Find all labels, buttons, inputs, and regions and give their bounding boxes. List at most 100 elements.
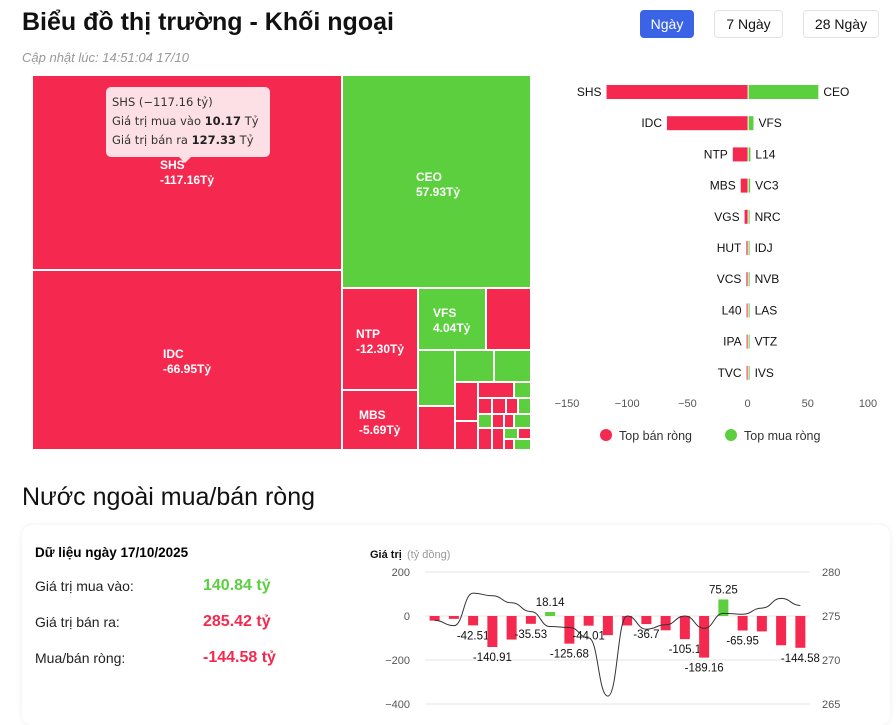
- treemap-cell[interactable]: [478, 382, 514, 398]
- sell-bar: [746, 303, 748, 318]
- legend-buy-label: Top mua ròng: [744, 429, 820, 443]
- buy-bar: [748, 147, 751, 162]
- treemap-cell[interactable]: [478, 398, 492, 414]
- net-bar: [564, 616, 575, 644]
- x-tick-label: −150: [555, 398, 580, 410]
- treemap-cell[interactable]: [494, 350, 531, 382]
- treemap-cell-ceo[interactable]: CEO 57.93Tỷ: [342, 75, 531, 288]
- tooltip-unit: Tỷ: [244, 114, 259, 128]
- cell-value: -12.30Tỷ: [356, 342, 405, 356]
- treemap-cell-vfs[interactable]: VFS 4.04Tỷ: [418, 288, 486, 350]
- treemap-cell-ntp[interactable]: NTP -12.30Tỷ: [342, 288, 418, 390]
- y-tick-label: −200: [385, 655, 410, 667]
- summary-net-value: -144.58 tỷ: [203, 649, 276, 666]
- buy-bar: [748, 303, 750, 318]
- cell-value: 4.04Tỷ: [433, 321, 471, 335]
- tab-28-days[interactable]: 28 Ngày: [803, 10, 879, 38]
- net-bar: [506, 616, 517, 640]
- treemap-cell[interactable]: [492, 414, 504, 428]
- legend-sell-icon: [600, 429, 612, 441]
- sell-bar: [746, 272, 748, 287]
- treemap-cell[interactable]: [514, 382, 531, 398]
- section-title: Nước ngoài mua/bán ròng: [22, 483, 316, 511]
- net-bar: [756, 616, 767, 632]
- treemap-cell[interactable]: [504, 414, 514, 428]
- buy-bar: [748, 365, 750, 380]
- cell-code: IDC: [163, 347, 184, 361]
- treemap-cell[interactable]: [504, 428, 518, 439]
- buy-bar: [748, 334, 750, 349]
- page-title: Biểu đồ thị trường - Khối ngoại: [22, 8, 394, 36]
- legend-buy-icon: [725, 429, 737, 441]
- treemap-tooltip: SHS (−117.16 tỷ) Giá trị mua vào 10.17 T…: [106, 87, 270, 163]
- treemap-cell[interactable]: [455, 350, 494, 382]
- bar-label: -144.58: [781, 653, 820, 665]
- cell-value: -117.16Tỷ: [160, 173, 215, 187]
- treemap-cell[interactable]: [514, 414, 531, 428]
- treemap-cell[interactable]: [486, 288, 531, 350]
- buy-code: CEO: [823, 85, 849, 99]
- net-bar: [660, 616, 671, 631]
- sell-code: VCS: [717, 272, 742, 286]
- net-bar: [718, 599, 729, 616]
- treemap-cell[interactable]: [518, 428, 531, 439]
- net-bar: [429, 616, 440, 621]
- sell-bar: [740, 178, 748, 193]
- sell-code: HUT: [717, 241, 742, 255]
- treemap-cell-idc[interactable]: IDC -66.95Tỷ: [32, 270, 342, 450]
- y-axis-unit: (tỷ đồng): [407, 549, 450, 561]
- treemap-cell[interactable]: [492, 428, 504, 450]
- cell-code: MBS: [359, 408, 386, 422]
- net-bar: [487, 616, 498, 648]
- x-tick-label: −50: [678, 398, 697, 410]
- tab-day[interactable]: Ngày: [640, 10, 694, 38]
- treemap-cell[interactable]: [418, 350, 455, 406]
- top-net-bar-chart: SHS CEO IDC VFS NTP L14 MBS VC3 VGS NRC HUT IDJ VCS N…: [555, 85, 877, 443]
- tab-7-days[interactable]: 7 Ngày: [714, 10, 783, 38]
- sell-code: SHS: [577, 85, 602, 99]
- treemap-cell[interactable]: [478, 414, 492, 428]
- treemap: SHS -117.16Tỷ IDC -66.95Tỷ CEO 57.93Tỷ NTP -…: [32, 75, 531, 450]
- cell-value: -5.69Tỷ: [359, 423, 401, 437]
- bar-label: -44.01: [572, 631, 605, 643]
- sell-code: VGS: [714, 210, 739, 224]
- bar-label: 75.25: [709, 584, 738, 596]
- sell-bar: [746, 334, 748, 349]
- bar-label: 18.14: [536, 597, 565, 609]
- treemap-cell[interactable]: [492, 398, 506, 414]
- buy-bar: [748, 85, 819, 99]
- summary-sell-value: 285.42 tỷ: [203, 613, 271, 630]
- treemap-cell[interactable]: [518, 398, 531, 414]
- sell-bar: [666, 116, 748, 131]
- summary-net-label: Mua/bán ròng:: [35, 650, 126, 666]
- treemap-cell[interactable]: [506, 398, 518, 414]
- index-line: [434, 592, 801, 697]
- bar-label: -189.16: [685, 663, 724, 675]
- x-tick-label: −100: [615, 398, 640, 410]
- y-tick-label: 0: [404, 611, 410, 623]
- treemap-cell[interactable]: [418, 406, 455, 450]
- tooltip-title: SHS (−117.16 tỷ): [112, 95, 213, 109]
- treemap-cell[interactable]: [478, 428, 492, 450]
- treemap-cell[interactable]: [504, 439, 514, 450]
- treemap-cell[interactable]: [455, 421, 478, 450]
- sell-code: TVC: [718, 366, 742, 380]
- buy-code: IVS: [755, 366, 774, 380]
- net-bar: [795, 616, 806, 648]
- treemap-cell[interactable]: [514, 439, 531, 450]
- net-bar: [468, 616, 479, 626]
- sell-bar: [746, 365, 748, 380]
- net-bar: [545, 612, 556, 616]
- treemap-cell-mbs[interactable]: MBS -5.69Tỷ: [342, 390, 418, 450]
- net-bar: [641, 616, 652, 625]
- x-tick-label: 100: [859, 398, 877, 410]
- sell-code: L40: [722, 303, 742, 317]
- buy-code: L14: [755, 147, 775, 161]
- bar-label: -65.95: [726, 636, 759, 648]
- net-bar: [525, 616, 536, 624]
- buy-bar: [748, 116, 754, 131]
- legend-sell-label: Top bán ròng: [619, 429, 692, 443]
- tooltip-sell-label: Giá trị bán ra: [112, 133, 188, 147]
- net-bar: [699, 616, 710, 658]
- treemap-cell[interactable]: [455, 382, 478, 421]
